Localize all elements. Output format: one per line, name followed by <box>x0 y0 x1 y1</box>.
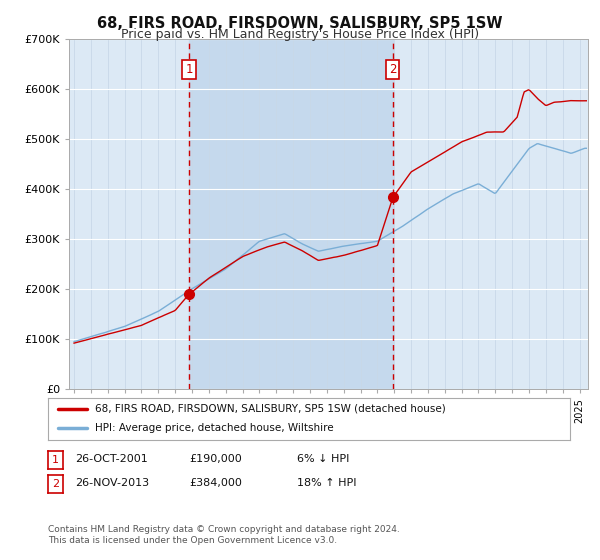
Text: 1: 1 <box>52 455 59 465</box>
Text: 6% ↓ HPI: 6% ↓ HPI <box>297 454 349 464</box>
Text: £190,000: £190,000 <box>189 454 242 464</box>
Text: 68, FIRS ROAD, FIRSDOWN, SALISBURY, SP5 1SW (detached house): 68, FIRS ROAD, FIRSDOWN, SALISBURY, SP5 … <box>95 404 446 414</box>
Text: 68, FIRS ROAD, FIRSDOWN, SALISBURY, SP5 1SW: 68, FIRS ROAD, FIRSDOWN, SALISBURY, SP5 … <box>97 16 503 31</box>
Text: 2: 2 <box>52 479 59 489</box>
Text: Price paid vs. HM Land Registry's House Price Index (HPI): Price paid vs. HM Land Registry's House … <box>121 28 479 41</box>
Text: 26-OCT-2001: 26-OCT-2001 <box>75 454 148 464</box>
Text: 18% ↑ HPI: 18% ↑ HPI <box>297 478 356 488</box>
Text: 1: 1 <box>185 63 193 76</box>
Text: 26-NOV-2013: 26-NOV-2013 <box>75 478 149 488</box>
Text: Contains HM Land Registry data © Crown copyright and database right 2024.
This d: Contains HM Land Registry data © Crown c… <box>48 525 400 545</box>
Bar <box>189 39 393 389</box>
Text: £384,000: £384,000 <box>189 478 242 488</box>
Text: 2: 2 <box>389 63 397 76</box>
Text: HPI: Average price, detached house, Wiltshire: HPI: Average price, detached house, Wilt… <box>95 423 334 433</box>
